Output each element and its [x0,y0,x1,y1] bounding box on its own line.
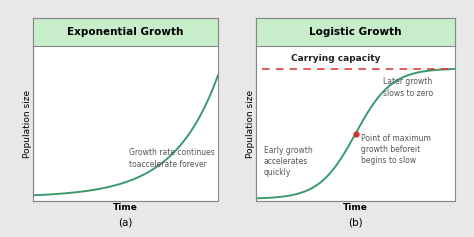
Y-axis label: Population size: Population size [246,90,255,159]
Text: Exponential Growth: Exponential Growth [67,27,184,37]
X-axis label: Time: Time [113,203,138,212]
Y-axis label: Population size: Population size [23,90,32,159]
Text: (b): (b) [348,218,363,228]
Text: (a): (a) [118,218,133,228]
Text: Growth rate continues
toaccelerate forever: Growth rate continues toaccelerate forev… [129,148,215,169]
Text: Point of maximum
growth beforeit
begins to slow: Point of maximum growth beforeit begins … [362,134,431,165]
Text: Later growth
slows to zero: Later growth slows to zero [383,77,434,97]
Text: Carrying capacity: Carrying capacity [291,54,380,63]
Text: Early growth
accelerates
quickly: Early growth accelerates quickly [264,146,313,177]
X-axis label: Time: Time [343,203,368,212]
Text: Logistic Growth: Logistic Growth [309,27,402,37]
